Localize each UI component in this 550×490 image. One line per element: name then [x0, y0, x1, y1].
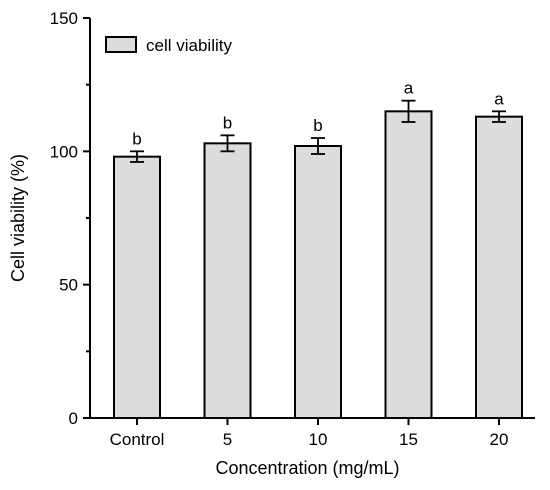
x-axis-label: Concentration (mg/mL) [215, 458, 399, 478]
bar [114, 157, 160, 418]
bar [386, 111, 432, 418]
x-tick-label: 15 [399, 430, 418, 449]
bar [205, 143, 251, 418]
y-tick-label: 150 [50, 9, 78, 28]
y-axis: 0 50 100 150 [50, 9, 90, 428]
y-axis-label: Cell viability (%) [8, 154, 28, 282]
x-axis: Control 5 10 15 20 [90, 418, 535, 449]
legend-label: cell viability [146, 36, 232, 55]
x-tick-label: 20 [490, 430, 509, 449]
significance-label: b [313, 116, 322, 135]
bars: b b b a a [114, 79, 522, 418]
legend-swatch [106, 37, 136, 52]
x-tick-label: Control [110, 430, 165, 449]
bar [295, 146, 341, 418]
bar [476, 117, 522, 418]
y-tick-label: 0 [69, 409, 78, 428]
significance-label: b [223, 113, 232, 132]
x-tick-label: 5 [223, 430, 232, 449]
significance-label: a [404, 79, 414, 98]
legend: cell viability [106, 36, 232, 55]
significance-label: b [132, 129, 141, 148]
y-tick-label: 100 [50, 142, 78, 161]
y-tick-label: 50 [59, 276, 78, 295]
significance-label: a [494, 89, 504, 108]
x-tick-label: 10 [309, 430, 328, 449]
